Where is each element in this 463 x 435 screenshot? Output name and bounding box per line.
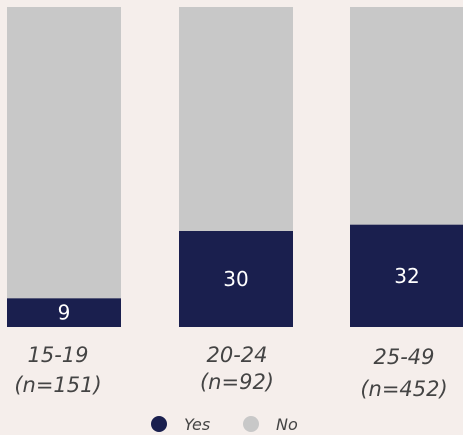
- value-label-15-19: 9: [58, 301, 71, 325]
- sample-size-label-20-24: (n=92): [200, 370, 274, 394]
- bar-no-20-24: [179, 7, 293, 231]
- bars-layer: 9 30 32: [7, 7, 463, 327]
- category-label-25-49: 25-49: [373, 345, 434, 369]
- legend-marker-no: [243, 416, 259, 432]
- bar-no-25-49: [350, 7, 463, 225]
- value-label-20-24: 30: [223, 267, 248, 291]
- category-label-15-19: 15-19: [27, 343, 88, 367]
- bar-no-15-19: [7, 7, 121, 299]
- legend: Yes No: [151, 415, 298, 434]
- bar-yes-15-19: [7, 298, 121, 327]
- legend-label-yes: Yes: [184, 415, 210, 434]
- sample-size-label-25-49: (n=452): [360, 377, 447, 401]
- value-label-25-49: 32: [394, 264, 419, 288]
- bar-yes-20-24: [179, 231, 293, 327]
- sample-size-label-15-19: (n=151): [14, 373, 101, 397]
- category-labels: 15-19 (n=151) 20-24 (n=92) 25-49 (n=452): [14, 343, 447, 401]
- legend-marker-yes: [151, 416, 167, 432]
- bar-yes-25-49: [350, 224, 463, 327]
- category-label-20-24: 20-24: [206, 343, 267, 367]
- legend-label-no: No: [276, 415, 298, 434]
